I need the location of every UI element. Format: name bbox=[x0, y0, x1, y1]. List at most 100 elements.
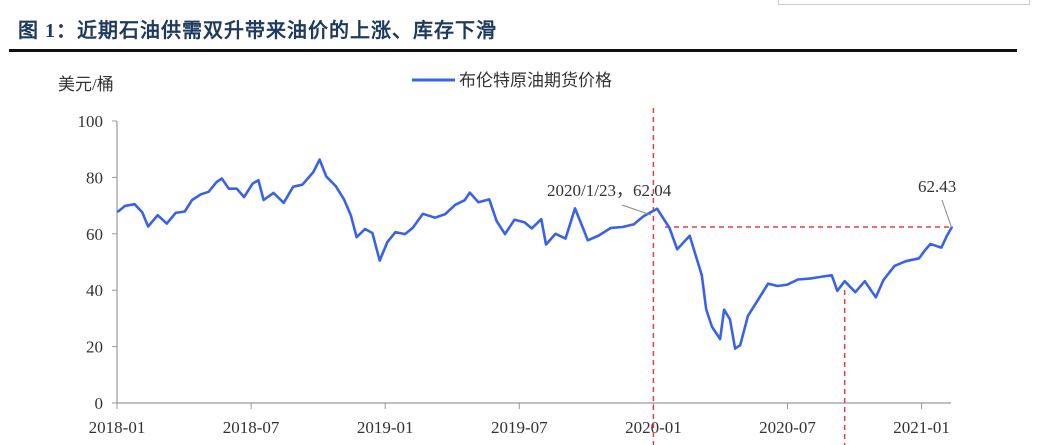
x-tick-label: 2018-01 bbox=[89, 418, 146, 437]
legend: 布伦特原油期货价格 bbox=[412, 71, 612, 90]
figure-title: 图 1：近期石油供需双升带来油价的上涨、库存下滑 bbox=[18, 20, 497, 42]
data-point bbox=[688, 234, 691, 237]
data-point bbox=[434, 216, 436, 219]
data-point bbox=[545, 243, 547, 246]
data-point bbox=[404, 233, 406, 235]
data-point bbox=[705, 308, 707, 311]
data-point bbox=[918, 257, 920, 260]
data-point bbox=[386, 241, 389, 243]
data-point bbox=[282, 201, 285, 204]
data-point bbox=[394, 231, 397, 233]
data-point bbox=[796, 278, 799, 281]
data-point bbox=[864, 280, 866, 282]
data-point bbox=[236, 187, 238, 190]
annotation-leader bbox=[941, 199, 952, 227]
data-point bbox=[141, 211, 144, 214]
x-tick-label: 2019-07 bbox=[491, 418, 548, 437]
data-point bbox=[836, 289, 839, 292]
data-point bbox=[875, 296, 877, 299]
data-point bbox=[444, 213, 447, 215]
data-point bbox=[174, 212, 177, 214]
data-point bbox=[454, 203, 456, 206]
data-point bbox=[325, 175, 328, 178]
data-point bbox=[734, 347, 736, 350]
data-point bbox=[668, 227, 671, 229]
data-point bbox=[422, 212, 424, 215]
annotation-label: 2020/1/23，62.04 bbox=[547, 181, 672, 200]
data-point bbox=[355, 236, 358, 238]
data-point bbox=[215, 181, 218, 183]
title-rule bbox=[9, 49, 1017, 52]
data-point bbox=[488, 198, 491, 201]
data-point bbox=[587, 239, 589, 242]
data-point bbox=[610, 227, 612, 229]
data-point bbox=[831, 274, 833, 277]
annotation-label: 62.43 bbox=[918, 177, 956, 196]
data-point bbox=[272, 192, 275, 194]
data-point bbox=[924, 249, 927, 251]
data-point bbox=[755, 301, 758, 303]
legend-label: 布伦特原油期货价格 bbox=[459, 71, 612, 90]
data-point bbox=[656, 207, 658, 210]
data-point bbox=[554, 233, 557, 235]
data-point bbox=[257, 179, 260, 182]
data-point bbox=[220, 177, 223, 180]
data-point bbox=[854, 291, 857, 293]
data-point bbox=[739, 344, 742, 346]
y-axis-label: 美元/桶 bbox=[58, 75, 114, 94]
data-point bbox=[513, 218, 516, 221]
data-point bbox=[191, 199, 193, 201]
data-point bbox=[318, 158, 321, 161]
data-point bbox=[343, 198, 345, 201]
data-point bbox=[951, 226, 953, 228]
data-point bbox=[364, 228, 366, 230]
data-point bbox=[723, 308, 725, 311]
data-point bbox=[700, 274, 703, 277]
data-point bbox=[582, 227, 584, 230]
data-point bbox=[633, 223, 635, 226]
data-point bbox=[893, 265, 896, 267]
data-point bbox=[243, 196, 245, 198]
data-point bbox=[882, 279, 885, 281]
data-point bbox=[166, 222, 168, 225]
x-tick-label: 2019-01 bbox=[357, 418, 414, 437]
data-point bbox=[477, 201, 480, 204]
data-point bbox=[301, 183, 304, 186]
data-point bbox=[523, 221, 526, 224]
data-point bbox=[711, 326, 713, 328]
data-point bbox=[747, 315, 749, 317]
data-point bbox=[147, 225, 149, 228]
y-tick-label: 60 bbox=[86, 225, 103, 244]
data-point bbox=[207, 190, 210, 193]
data-point bbox=[822, 275, 825, 278]
data-point bbox=[940, 246, 943, 249]
y-tick-label: 20 bbox=[86, 338, 103, 357]
data-point bbox=[946, 234, 948, 237]
corner-table-edge bbox=[778, 0, 1030, 5]
data-point bbox=[719, 338, 721, 340]
data-point bbox=[349, 214, 352, 216]
data-point bbox=[540, 218, 543, 220]
data-point bbox=[116, 211, 119, 213]
y-tick-label: 0 bbox=[95, 394, 104, 413]
data-point bbox=[469, 191, 471, 194]
data-point bbox=[767, 282, 769, 285]
data-point bbox=[676, 248, 679, 251]
data-point bbox=[598, 234, 600, 237]
data-point bbox=[124, 205, 126, 207]
data-point bbox=[905, 260, 907, 262]
data-point bbox=[156, 214, 159, 216]
data-point bbox=[251, 182, 254, 185]
y-tick-label: 100 bbox=[78, 112, 104, 131]
data-point bbox=[530, 227, 533, 230]
data-point bbox=[929, 243, 932, 245]
x-tick-label: 2021-01 bbox=[893, 418, 950, 437]
data-point bbox=[729, 318, 731, 321]
data-point bbox=[411, 227, 414, 229]
data-point bbox=[133, 203, 136, 205]
data-point bbox=[200, 193, 202, 196]
data-point bbox=[786, 283, 789, 286]
data-point bbox=[843, 280, 846, 282]
data-point bbox=[227, 187, 230, 190]
data-point bbox=[378, 259, 381, 262]
